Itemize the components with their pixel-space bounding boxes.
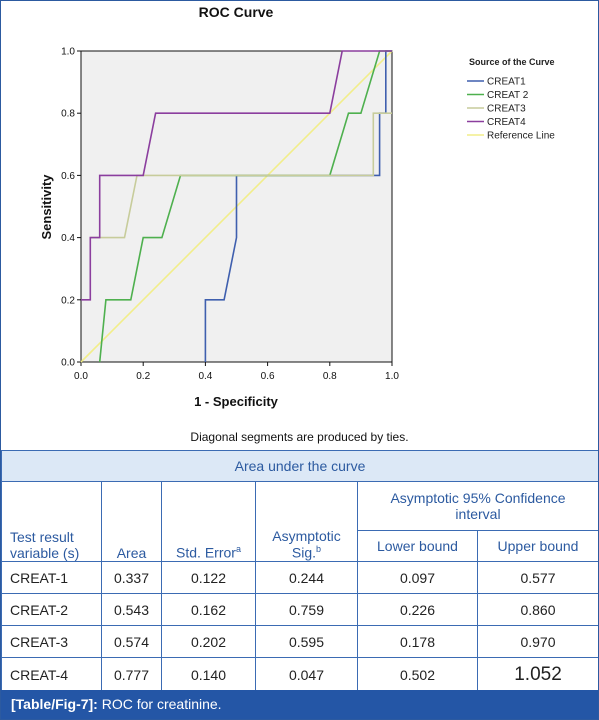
x-tick-label: 1.0 (385, 371, 399, 382)
chart-note: Diagonal segments are produced by ties. (190, 430, 409, 444)
table-row: CREAT-4 0.777 0.140 0.047 0.502 1.052 (1, 657, 598, 692)
legend-label: CREAT4 (487, 117, 526, 128)
x-tick-label: 0.2 (136, 371, 150, 382)
x-tick-label: 0.6 (261, 371, 275, 382)
legend: CREAT1 CREAT 2 CREAT3 CREAT4 Reference Line (467, 77, 555, 142)
figure-caption: [Table/Fig-7]: ROC for creatinine. (1, 690, 598, 719)
legend-label: Reference Line (487, 131, 555, 142)
cell-sig: 0.244 (255, 561, 358, 594)
axis-ticks: 0.0 0.2 0.4 0.6 0.8 1.0 0.0 0.2 0.4 0.6 0.8 1.0 (61, 47, 399, 383)
header-lower: Lower bound (357, 530, 478, 562)
cell-upper: 1.052 (477, 657, 598, 692)
legend-label: CREAT 2 (487, 90, 529, 101)
cell-upper: 0.577 (477, 561, 598, 594)
y-axis-label: Sensitivity (39, 174, 54, 240)
header-asym-sig-sup: b (316, 544, 322, 555)
cell-area: 0.574 (101, 625, 162, 658)
auc-table: Area under the curve Test result variabl… (1, 450, 598, 692)
header-asym-sig: Asymptotic Sig.b (255, 481, 358, 562)
x-axis-label: 1 - Specificity (194, 394, 279, 409)
legend-title: Source of the Curve (469, 57, 555, 67)
y-tick-label: 0.8 (61, 109, 75, 120)
caption-label: [Table/Fig-7]: (11, 696, 98, 712)
cell-variable: CREAT-1 (1, 561, 102, 594)
cell-upper: 0.860 (477, 593, 598, 626)
header-variable: Test result variable (s) (1, 481, 102, 562)
caption-text: ROC for creatinine. (97, 696, 222, 712)
legend-label: CREAT1 (487, 77, 526, 88)
y-tick-label: 1.0 (61, 47, 75, 58)
table-row: CREAT-1 0.337 0.122 0.244 0.097 0.577 (1, 561, 598, 594)
cell-variable: CREAT-4 (1, 657, 102, 692)
y-tick-label: 0.6 (61, 171, 75, 182)
cell-area: 0.337 (101, 561, 162, 594)
cell-lower: 0.226 (357, 593, 478, 626)
x-tick-label: 0.8 (323, 371, 337, 382)
cell-variable: CREAT-2 (1, 593, 102, 626)
legend-label: CREAT3 (487, 104, 526, 115)
cell-std-error: 0.162 (161, 593, 256, 626)
cell-sig: 0.047 (255, 657, 358, 692)
chart-title: ROC Curve (199, 4, 274, 20)
cell-area: 0.543 (101, 593, 162, 626)
header-std-error-sup: a (235, 544, 241, 555)
roc-chart: ROC Curve 0.0 0.2 0.4 0.6 0.8 1.0 0.0 0.2 0.4 0.6… (39, 4, 555, 409)
cell-area: 0.777 (101, 657, 162, 692)
cell-lower: 0.097 (357, 561, 478, 594)
header-std-error: Std. Errora (161, 481, 256, 562)
cell-lower: 0.502 (357, 657, 478, 692)
cell-sig: 0.595 (255, 625, 358, 658)
series-layer (80, 50, 393, 363)
cell-std-error: 0.122 (161, 561, 256, 594)
y-tick-label: 0.2 (61, 295, 75, 306)
y-tick-label: 0.4 (61, 233, 75, 244)
cell-std-error: 0.140 (161, 657, 256, 692)
header-ci: Asymptotic 95% Confidence interval (357, 481, 598, 531)
y-tick-label: 0.0 (61, 358, 75, 369)
header-std-error-text: Std. Error (176, 545, 236, 561)
cell-lower: 0.178 (357, 625, 478, 658)
header-area: Area (101, 481, 162, 562)
cell-variable: CREAT-3 (1, 625, 102, 658)
table-title: Area under the curve (1, 450, 598, 482)
series-line-2 (90, 112, 392, 239)
cell-sig: 0.759 (255, 593, 358, 626)
header-upper: Upper bound (477, 530, 598, 562)
cell-std-error: 0.202 (161, 625, 256, 658)
x-tick-label: 0.0 (74, 371, 88, 382)
table-row: CREAT-3 0.574 0.202 0.595 0.178 0.970 (1, 625, 598, 658)
series-line-3 (81, 50, 392, 301)
cell-upper: 0.970 (477, 625, 598, 658)
header-asym-sig-text: Asymptotic Sig. (272, 528, 341, 561)
x-tick-label: 0.4 (198, 371, 212, 382)
table-row: CREAT-2 0.543 0.162 0.759 0.226 0.860 (1, 593, 598, 626)
